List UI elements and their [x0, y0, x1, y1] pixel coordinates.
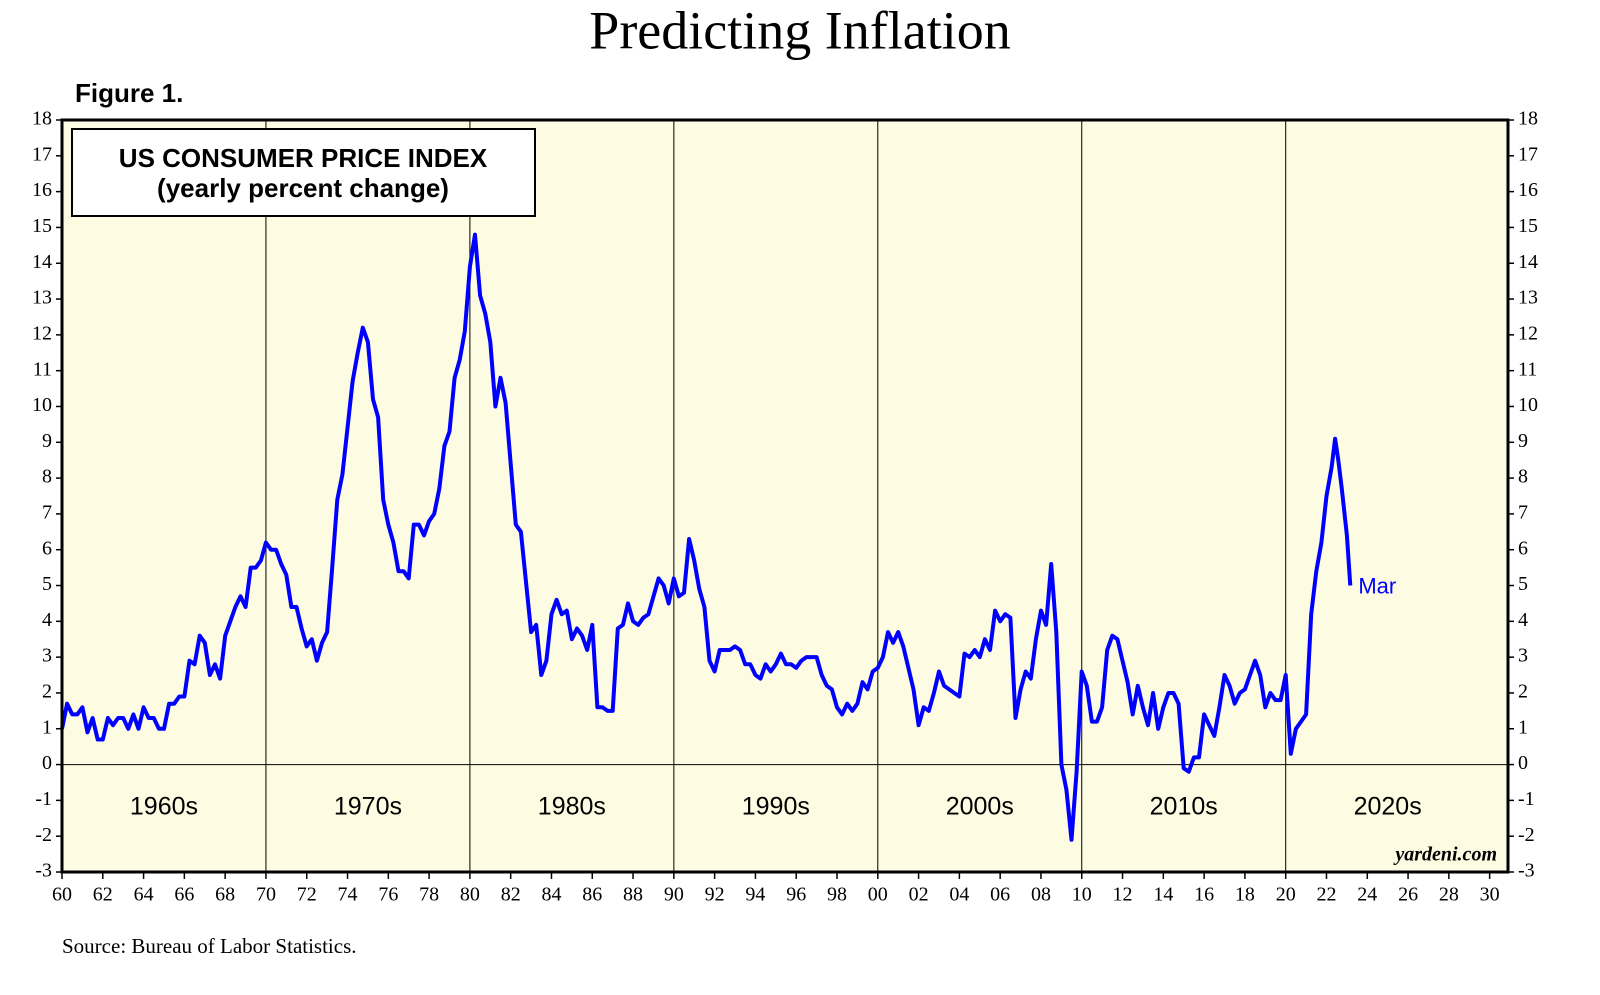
x-tick-label: 28 — [1439, 884, 1459, 906]
x-tick-label: 78 — [419, 884, 439, 906]
plot-area — [62, 120, 1508, 872]
y-tick-label: -3 — [35, 860, 52, 882]
decade-label: 1970s — [334, 793, 402, 821]
y2-tick-label: 17 — [1518, 143, 1538, 165]
x-tick-label: 00 — [868, 884, 888, 906]
y-tick-label: 17 — [32, 143, 52, 165]
y-tick-label: 9 — [42, 430, 52, 452]
x-tick-label: 18 — [1235, 884, 1255, 906]
x-tick-label: 06 — [990, 884, 1010, 906]
y-tick-label: 14 — [32, 251, 52, 273]
x-tick-label: 10 — [1072, 884, 1092, 906]
x-tick-label: 12 — [1113, 884, 1133, 906]
box-line: US CONSUMER PRICE INDEX — [119, 143, 488, 173]
x-tick-label: 22 — [1316, 884, 1336, 906]
y-tick-label: 8 — [42, 466, 52, 488]
y-tick-label: 5 — [42, 573, 52, 595]
end-label: Mar — [1358, 573, 1396, 598]
y2-tick-label: 8 — [1518, 466, 1528, 488]
y2-tick-label: 15 — [1518, 215, 1538, 237]
legend-box — [71, 128, 536, 217]
y-tick-label: 12 — [32, 322, 52, 344]
y2-tick-label: 3 — [1518, 645, 1528, 667]
y2-tick-label: 13 — [1518, 287, 1538, 309]
x-tick-label: 72 — [297, 884, 317, 906]
watermark: yardeni.com — [1393, 844, 1497, 866]
y-tick-label: -1 — [35, 788, 52, 810]
y2-tick-label: 14 — [1518, 251, 1538, 273]
y-tick-label: -2 — [35, 824, 52, 846]
x-tick-label: 20 — [1276, 884, 1296, 906]
y2-tick-label: 4 — [1518, 609, 1528, 631]
y2-tick-label: 12 — [1518, 322, 1538, 344]
x-tick-label: 80 — [460, 884, 480, 906]
x-tick-label: 88 — [623, 884, 643, 906]
x-tick-label: 14 — [1153, 884, 1173, 906]
x-tick-label: 30 — [1480, 884, 1500, 906]
x-tick-label: 86 — [582, 884, 602, 906]
x-tick-label: 70 — [256, 884, 276, 906]
y-tick-label: 16 — [32, 179, 52, 201]
x-tick-label: 76 — [378, 884, 398, 906]
x-tick-label: 68 — [215, 884, 235, 906]
y2-tick-label: 9 — [1518, 430, 1528, 452]
y-tick-label: 4 — [42, 609, 52, 631]
y-tick-label: 7 — [42, 501, 52, 523]
x-tick-label: 66 — [174, 884, 194, 906]
x-tick-label: 04 — [949, 884, 969, 906]
y-tick-label: 0 — [42, 752, 52, 774]
decade-label: 1960s — [130, 793, 198, 821]
y-tick-label: 2 — [42, 681, 52, 703]
y2-tick-label: 1 — [1518, 716, 1528, 738]
y2-tick-label: 5 — [1518, 573, 1528, 595]
x-tick-label: 84 — [541, 884, 561, 906]
decade-label: 1990s — [742, 793, 810, 821]
x-tick-label: 60 — [52, 884, 72, 906]
source-note: Source: Bureau of Labor Statistics. — [62, 934, 357, 958]
x-tick-label: 24 — [1357, 884, 1377, 906]
plot-frame — [60, 118, 1510, 874]
x-tick-label: 96 — [786, 884, 806, 906]
y-tick-label: 6 — [42, 537, 52, 559]
y2-tick-label: 2 — [1518, 681, 1528, 703]
x-tick-label: 94 — [745, 884, 765, 906]
decade-label: 1980s — [538, 793, 606, 821]
y2-tick-label: -3 — [1518, 860, 1535, 882]
y2-tick-label: -2 — [1518, 824, 1535, 846]
y2-tick-label: 16 — [1518, 179, 1538, 201]
data-line — [60, 232, 1353, 842]
x-tick-label: 62 — [93, 884, 113, 906]
x-tick-label: 08 — [1031, 884, 1051, 906]
box-line: (yearly percent change) — [157, 173, 449, 203]
y2-tick-label: 11 — [1518, 358, 1537, 380]
x-tick-label: 92 — [705, 884, 725, 906]
figure-label: Figure 1. — [75, 78, 183, 108]
y2-tick-label: 0 — [1518, 752, 1528, 774]
x-tick-label: 82 — [501, 884, 521, 906]
y-tick-label: 3 — [42, 645, 52, 667]
decade-label: 2020s — [1354, 793, 1422, 821]
y-tick-label: 1 — [42, 716, 52, 738]
x-tick-label: 90 — [664, 884, 684, 906]
decade-label: 2010s — [1150, 793, 1218, 821]
x-tick-label: 98 — [827, 884, 847, 906]
x-tick-label: 26 — [1398, 884, 1418, 906]
x-tick-label: 64 — [134, 884, 154, 906]
y-tick-label: 13 — [32, 287, 52, 309]
x-tick-label: 74 — [338, 884, 358, 906]
y-tick-label: 15 — [32, 215, 52, 237]
y2-tick-label: 10 — [1518, 394, 1538, 416]
x-tick-label: 16 — [1194, 884, 1214, 906]
y2-tick-label: -1 — [1518, 788, 1535, 810]
decade-label: 2000s — [946, 793, 1014, 821]
y-tick-label: 10 — [32, 394, 52, 416]
chart-title: Predicting Inflation — [589, 0, 1010, 60]
y2-tick-label: 6 — [1518, 537, 1528, 559]
y-tick-label: 18 — [32, 108, 52, 130]
y2-tick-label: 7 — [1518, 501, 1528, 523]
x-tick-label: 02 — [909, 884, 929, 906]
y2-tick-label: 18 — [1518, 108, 1538, 130]
y-tick-label: 11 — [33, 358, 52, 380]
